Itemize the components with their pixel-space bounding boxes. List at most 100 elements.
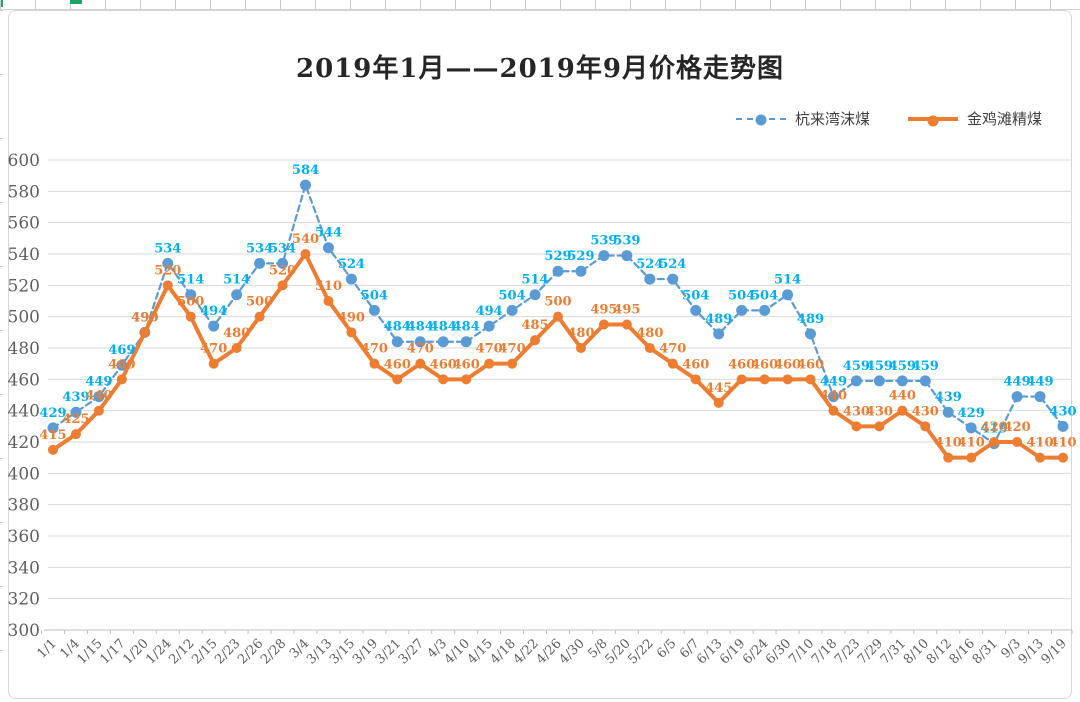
data-point-marker xyxy=(300,249,311,259)
x-tick-label: 4/22 xyxy=(511,636,542,667)
data-point-label: 470 xyxy=(361,342,388,357)
data-point-label: 544 xyxy=(315,226,342,241)
data-point-marker xyxy=(300,179,311,191)
data-point-label: 470 xyxy=(476,342,503,357)
data-point-label: 494 xyxy=(476,304,503,319)
data-point-label: 429 xyxy=(958,406,985,421)
data-point-marker xyxy=(736,304,748,316)
chart-legend: 杭来湾沫煤 金鸡滩精煤 xyxy=(736,108,1042,129)
data-point-marker xyxy=(621,319,632,330)
x-tick-label: 4/30 xyxy=(557,636,588,667)
y-tick-label: 600 xyxy=(8,151,40,171)
data-point-marker xyxy=(460,336,472,348)
data-point-label: 539 xyxy=(590,234,617,249)
series-1-solid[interactable] xyxy=(48,249,1068,463)
x-tick-label: 2/15 xyxy=(189,636,220,667)
data-point-label: 410 xyxy=(935,436,962,451)
data-point-label: 510 xyxy=(315,279,342,294)
data-point-label: 520 xyxy=(154,263,181,278)
data-point-marker xyxy=(1034,391,1046,403)
y-axis-labels: 300 320 340 360 380 400 420 440 460 480 500 520 540 5… xyxy=(8,151,40,641)
y-tick-label: 320 xyxy=(8,590,40,610)
data-point-label: 584 xyxy=(292,163,319,178)
x-tick-label: 1/24 xyxy=(143,636,174,667)
data-point-marker xyxy=(667,358,678,369)
x-tick-label: 3/21 xyxy=(373,636,404,667)
data-point-label: 504 xyxy=(728,288,755,303)
data-point-label: 504 xyxy=(682,288,709,303)
y-tick-label: 440 xyxy=(8,402,40,422)
legend-item-hanglaiwan[interactable]: 杭来湾沫煤 xyxy=(736,108,870,129)
data-point-label: 494 xyxy=(200,304,227,319)
data-point-label: 489 xyxy=(705,312,732,327)
x-tick-label: 8/31 xyxy=(970,636,1001,667)
data-point-marker xyxy=(805,374,816,385)
data-point-marker xyxy=(70,406,82,418)
data-point-marker xyxy=(208,358,219,369)
data-point-label: 534 xyxy=(269,241,296,256)
data-point-marker xyxy=(782,374,793,385)
data-point-label: 490 xyxy=(338,310,365,325)
data-point-marker xyxy=(874,421,885,432)
data-point-marker xyxy=(920,421,931,432)
data-point-label: 420 xyxy=(981,420,1008,435)
data-point-marker xyxy=(415,358,426,369)
data-point-label: 459 xyxy=(843,359,870,374)
data-point-label: 495 xyxy=(590,303,617,318)
data-point-marker xyxy=(575,265,587,277)
data-point-marker xyxy=(552,265,564,277)
series-0-dashed[interactable] xyxy=(47,179,1069,450)
data-point-marker xyxy=(919,375,931,387)
data-point-marker xyxy=(506,304,518,316)
data-point-label: 459 xyxy=(889,359,916,374)
x-tick-label: 7/10 xyxy=(786,636,817,667)
y-tick-label: 500 xyxy=(8,308,40,328)
data-point-label: 504 xyxy=(361,288,388,303)
data-point-marker xyxy=(254,257,266,269)
legend-item-jinjitan[interactable]: 金鸡滩精煤 xyxy=(908,108,1042,129)
data-point-label: 504 xyxy=(751,288,778,303)
y-tick-label: 340 xyxy=(8,558,40,578)
data-point-label: 440 xyxy=(889,389,916,404)
data-point-label: 430 xyxy=(1049,404,1076,419)
data-point-label: 534 xyxy=(246,241,273,256)
data-point-marker xyxy=(277,280,288,291)
data-point-label: 430 xyxy=(843,404,870,419)
selection-marker xyxy=(70,0,82,4)
legend-label: 杭来湾沫煤 xyxy=(795,110,871,128)
data-point-label: 514 xyxy=(774,273,801,288)
data-point-marker xyxy=(644,273,656,285)
data-point-marker xyxy=(47,422,59,434)
data-point-label: 449 xyxy=(1026,375,1053,390)
data-point-label: 460 xyxy=(430,357,457,372)
data-point-marker xyxy=(989,437,1000,447)
data-point-marker xyxy=(1011,391,1023,403)
data-point-label: 449 xyxy=(820,375,847,390)
chart-object[interactable] xyxy=(8,10,1072,699)
x-tick-label: 8/10 xyxy=(901,636,932,667)
data-point-label: 490 xyxy=(131,310,158,325)
data-point-label: 445 xyxy=(705,381,732,396)
data-point-label: 459 xyxy=(912,359,939,374)
x-tick-label: 7/18 xyxy=(809,636,840,667)
data-point-label: 439 xyxy=(62,390,89,405)
x-tick-label: 6/24 xyxy=(740,636,771,667)
x-tick-label: 2/26 xyxy=(235,636,266,667)
x-axis-labels: 1/11/41/151/171/201/242/122/152/232/262/… xyxy=(34,636,1069,667)
x-tick-label: 4/26 xyxy=(534,636,565,667)
y-tick-label: 540 xyxy=(8,245,40,265)
legend-dot-icon xyxy=(755,114,767,125)
data-point-label: 425 xyxy=(62,412,89,427)
data-point-marker xyxy=(93,391,105,403)
data-point-marker xyxy=(942,406,954,418)
x-tick-label: 9/19 xyxy=(1039,636,1070,667)
legend-solid-line-icon xyxy=(908,115,959,126)
data-point-marker xyxy=(690,304,702,316)
data-point-marker xyxy=(345,273,357,285)
data-point-marker xyxy=(483,320,495,332)
legend-label: 金鸡滩精煤 xyxy=(967,110,1043,128)
data-point-label: 539 xyxy=(613,234,640,249)
data-point-label: 500 xyxy=(177,295,204,310)
x-tick-label: 8/16 xyxy=(947,636,978,667)
